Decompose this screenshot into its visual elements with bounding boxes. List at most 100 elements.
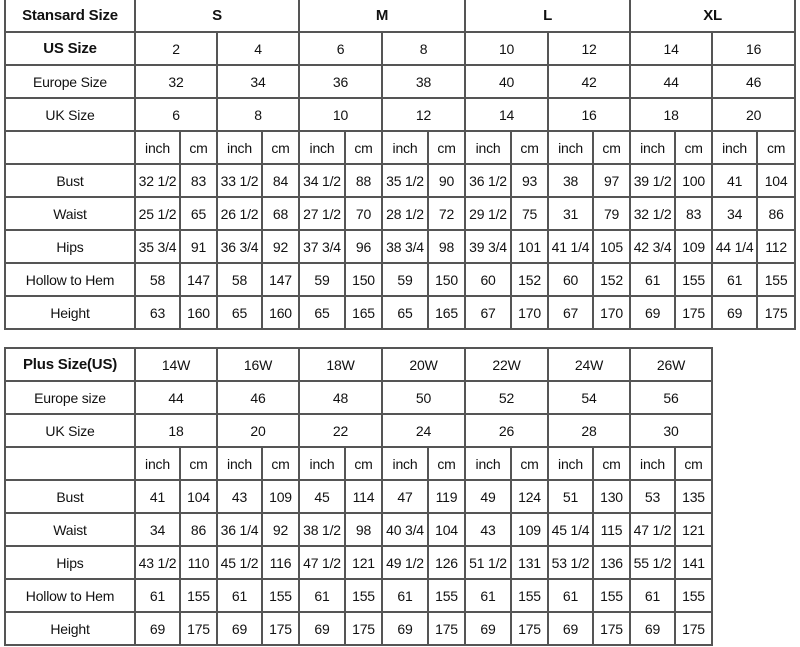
row-label: UK Size: [4, 413, 136, 448]
measure-value: 175: [674, 611, 713, 646]
unit-label: inch: [298, 130, 346, 165]
size-group-M: M: [297, 0, 467, 33]
row-label: Europe Size: [4, 64, 136, 99]
row-label: Europe size: [4, 380, 136, 415]
size-value: 50: [381, 380, 466, 415]
size-value: 30: [629, 413, 713, 448]
measure-value: 155: [427, 578, 466, 613]
measure-value: 150: [426, 262, 467, 297]
measure-value: 83: [674, 196, 714, 231]
measure-value: 34: [711, 196, 759, 231]
measure-value: 25 1/2: [134, 196, 181, 231]
measure-value: 36 3/4: [216, 229, 263, 264]
size-value: 44: [629, 64, 714, 99]
measure-value: 170: [510, 295, 550, 330]
row-label: Bust: [4, 163, 136, 198]
measure-value: 92: [261, 229, 300, 264]
measure-value: 96: [344, 229, 383, 264]
row-label: Hips: [4, 545, 136, 580]
size-row: UK Size 18 20 22 24 26 28 30: [4, 413, 713, 448]
plus-size-22W: 22W: [464, 347, 549, 382]
measure-value: 98: [344, 512, 383, 547]
size-value: 22: [298, 413, 383, 448]
measure-value: 47 1/2: [629, 512, 676, 547]
measure-value: 98: [426, 229, 467, 264]
measure-value: 59: [381, 262, 429, 297]
measure-value: 155: [510, 578, 549, 613]
measure-value: 160: [179, 295, 218, 330]
unit-label: cm: [674, 130, 714, 165]
measure-value: 49 1/2: [381, 545, 429, 580]
size-value: 18: [134, 413, 218, 448]
header-label: Plus Size(US): [4, 347, 136, 382]
measure-value: 91: [179, 229, 218, 264]
size-value: 18: [629, 97, 714, 132]
measure-value: 152: [510, 262, 550, 297]
measure-value: 60: [464, 262, 513, 297]
measure-value: 27 1/2: [298, 196, 346, 231]
unit-label: inch: [629, 130, 677, 165]
plus-size-26W: 26W: [629, 347, 713, 382]
size-value: 12: [547, 31, 632, 66]
unit-label: cm: [261, 130, 300, 165]
size-group-S: S: [134, 0, 300, 33]
measure-value: 38 3/4: [381, 229, 429, 264]
measure-value: 60: [547, 262, 595, 297]
measure-value: 65: [298, 295, 346, 330]
measure-value: 75: [510, 196, 550, 231]
plus-size-18W: 18W: [298, 347, 383, 382]
measure-value: 61: [298, 578, 346, 613]
measure-value: 68: [261, 196, 300, 231]
measure-value: 40 3/4: [381, 512, 429, 547]
measure-value: 61: [629, 578, 676, 613]
measure-value: 155: [674, 262, 714, 297]
measure-value: 69: [629, 295, 677, 330]
measure-row: Height 63 160 65 160 65 165 65 165 67 170 67 170 69 17…: [4, 295, 797, 330]
size-value: 24: [381, 413, 466, 448]
measure-value: 170: [592, 295, 632, 330]
size-value: 40: [464, 64, 550, 99]
measure-value: 53 1/2: [547, 545, 594, 580]
measure-value: 121: [344, 545, 383, 580]
measure-value: 155: [756, 262, 797, 297]
measure-value: 32 1/2: [629, 196, 677, 231]
size-header-row: Plus Size(US) 14W 16W 18W 20W 22W 24W 26W: [4, 347, 713, 382]
unit-label: cm: [426, 130, 467, 165]
group-header-row: Stansard Size S M L XL: [4, 0, 797, 33]
row-label: Height: [4, 611, 136, 646]
unit-label: inch: [547, 446, 594, 481]
unit-label: cm: [344, 130, 383, 165]
unit-label: cm: [510, 446, 549, 481]
measure-value: 69: [216, 611, 263, 646]
unit-label: inch: [464, 446, 512, 481]
measure-value: 51 1/2: [464, 545, 512, 580]
unit-row: inch cm inch cm inch cm inch cm inch cm inch cm inch…: [4, 446, 713, 481]
row-label: Bust: [4, 479, 136, 514]
measure-row: Hollow to Hem 61 155 61 155 61 155 61 155 61 155 61…: [4, 578, 713, 613]
size-value: 2: [134, 31, 218, 66]
header-label: Stansard Size: [4, 0, 136, 33]
measure-value: 79: [592, 196, 632, 231]
measure-value: 150: [344, 262, 383, 297]
unit-label: cm: [179, 446, 218, 481]
size-group-L: L: [464, 0, 632, 33]
measure-value: 92: [261, 512, 300, 547]
plus-size-16W: 16W: [216, 347, 300, 382]
measure-value: 41 1/4: [547, 229, 595, 264]
measure-value: 61: [464, 578, 512, 613]
measure-value: 160: [261, 295, 300, 330]
measure-value: 34 1/2: [298, 163, 346, 198]
measure-value: 175: [179, 611, 218, 646]
size-value: 20: [216, 413, 300, 448]
measure-value: 175: [261, 611, 300, 646]
measure-row: Hips 35 3/4 91 36 3/4 92 37 3/4 96 38 3/4 98 39 3…: [4, 229, 797, 264]
standard-size-table: Stansard Size S M L XL US Size 2 4 6 8 10 12 14 16 Eur…: [4, 0, 797, 330]
unit-label: inch: [216, 130, 263, 165]
unit-label: inch: [381, 446, 429, 481]
row-label: Height: [4, 295, 136, 330]
measure-value: 109: [510, 512, 549, 547]
measure-value: 61: [381, 578, 429, 613]
measure-value: 39 1/2: [629, 163, 677, 198]
unit-label: cm: [261, 446, 300, 481]
measure-row: Height 69 175 69 175 69 175 69 175 69 175 69 175 69 17…: [4, 611, 713, 646]
